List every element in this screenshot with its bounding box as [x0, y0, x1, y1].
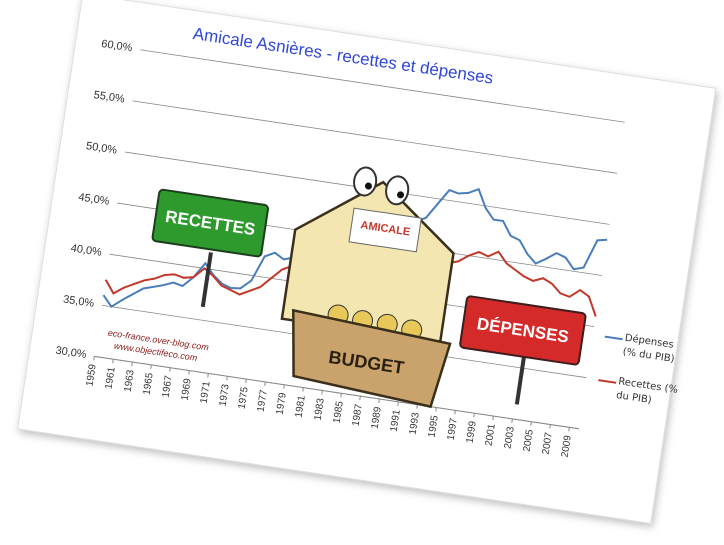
- x-tick: [474, 413, 475, 417]
- x-tick: [265, 382, 266, 386]
- x-tick: [94, 356, 95, 360]
- x-tick: [303, 388, 304, 392]
- x-tick: [151, 365, 152, 369]
- x-tick: [550, 425, 551, 429]
- x-tick: [493, 416, 494, 420]
- x-tick: [531, 422, 532, 426]
- x-tick: [208, 373, 209, 377]
- x-tick: [246, 379, 247, 383]
- x-tick: [417, 405, 418, 409]
- x-tick: [322, 390, 323, 394]
- x-tick: [455, 410, 456, 414]
- chart: Amicale Asnières - recettes et dépenses …: [0, 0, 724, 540]
- x-tick: [398, 402, 399, 406]
- x-tick: [189, 371, 190, 375]
- x-tick: [341, 393, 342, 397]
- x-tick: [227, 376, 228, 380]
- x-tick: [379, 399, 380, 403]
- x-tick: [113, 359, 114, 363]
- x-tick: [569, 427, 570, 431]
- x-tick: [436, 408, 437, 412]
- x-tick: [284, 385, 285, 389]
- card: Amicale Asnières - recettes et dépenses …: [18, 0, 724, 525]
- x-tick: [360, 396, 361, 400]
- x-tick: [132, 362, 133, 366]
- x-tick: [512, 419, 513, 423]
- x-tick: [170, 368, 171, 372]
